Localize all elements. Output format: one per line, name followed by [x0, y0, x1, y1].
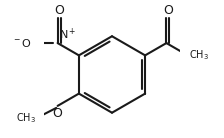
Text: $^-$O: $^-$O: [12, 37, 32, 49]
Text: O: O: [52, 107, 62, 120]
Text: N$^+$: N$^+$: [59, 27, 77, 42]
Text: O: O: [163, 4, 173, 17]
Text: CH$_3$: CH$_3$: [189, 48, 209, 62]
Text: O: O: [54, 4, 64, 17]
Text: CH$_3$: CH$_3$: [16, 111, 36, 125]
